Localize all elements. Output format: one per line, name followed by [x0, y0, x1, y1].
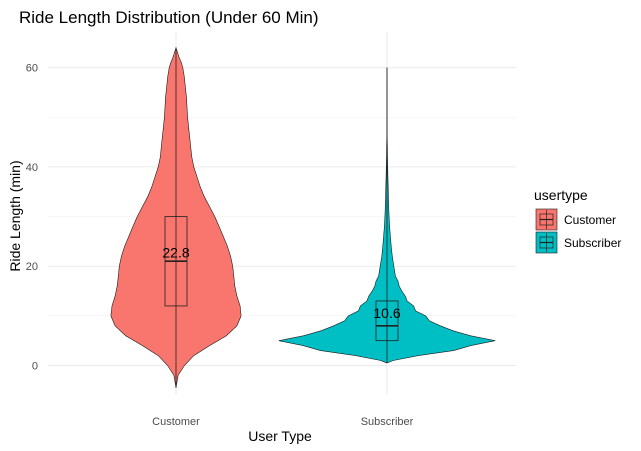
y-tick-label: 60	[26, 63, 38, 75]
legend-item-customer: Customer	[535, 208, 616, 231]
y-tick-label: 0	[32, 361, 38, 373]
box-subscriber	[375, 300, 399, 342]
mean-label-customer: 22.8	[162, 244, 189, 260]
x-axis-ticks: Customer Subscriber	[152, 416, 413, 428]
y-tick-label: 40	[26, 162, 38, 174]
y-tick-label: 20	[26, 261, 38, 273]
chart-title: Ride Length Distribution (Under 60 Min)	[19, 8, 319, 27]
mean-label-subscriber: 10.6	[373, 305, 400, 321]
legend-label: Subscriber	[564, 236, 621, 250]
y-axis-title: Ride Length (min)	[7, 160, 23, 271]
x-axis-title: User Type	[248, 428, 312, 444]
violins: 22.8 10.6	[110, 46, 496, 388]
legend-item-subscriber: Subscriber	[535, 231, 621, 254]
legend-label: Customer	[564, 213, 616, 227]
legend: usertype Customer Subscriber	[534, 187, 621, 254]
x-tick-label: Subscriber	[361, 416, 414, 428]
x-tick-label: Customer	[152, 416, 200, 428]
y-axis-ticks: 0 20 40 60	[26, 63, 38, 373]
legend-title: usertype	[534, 187, 588, 203]
